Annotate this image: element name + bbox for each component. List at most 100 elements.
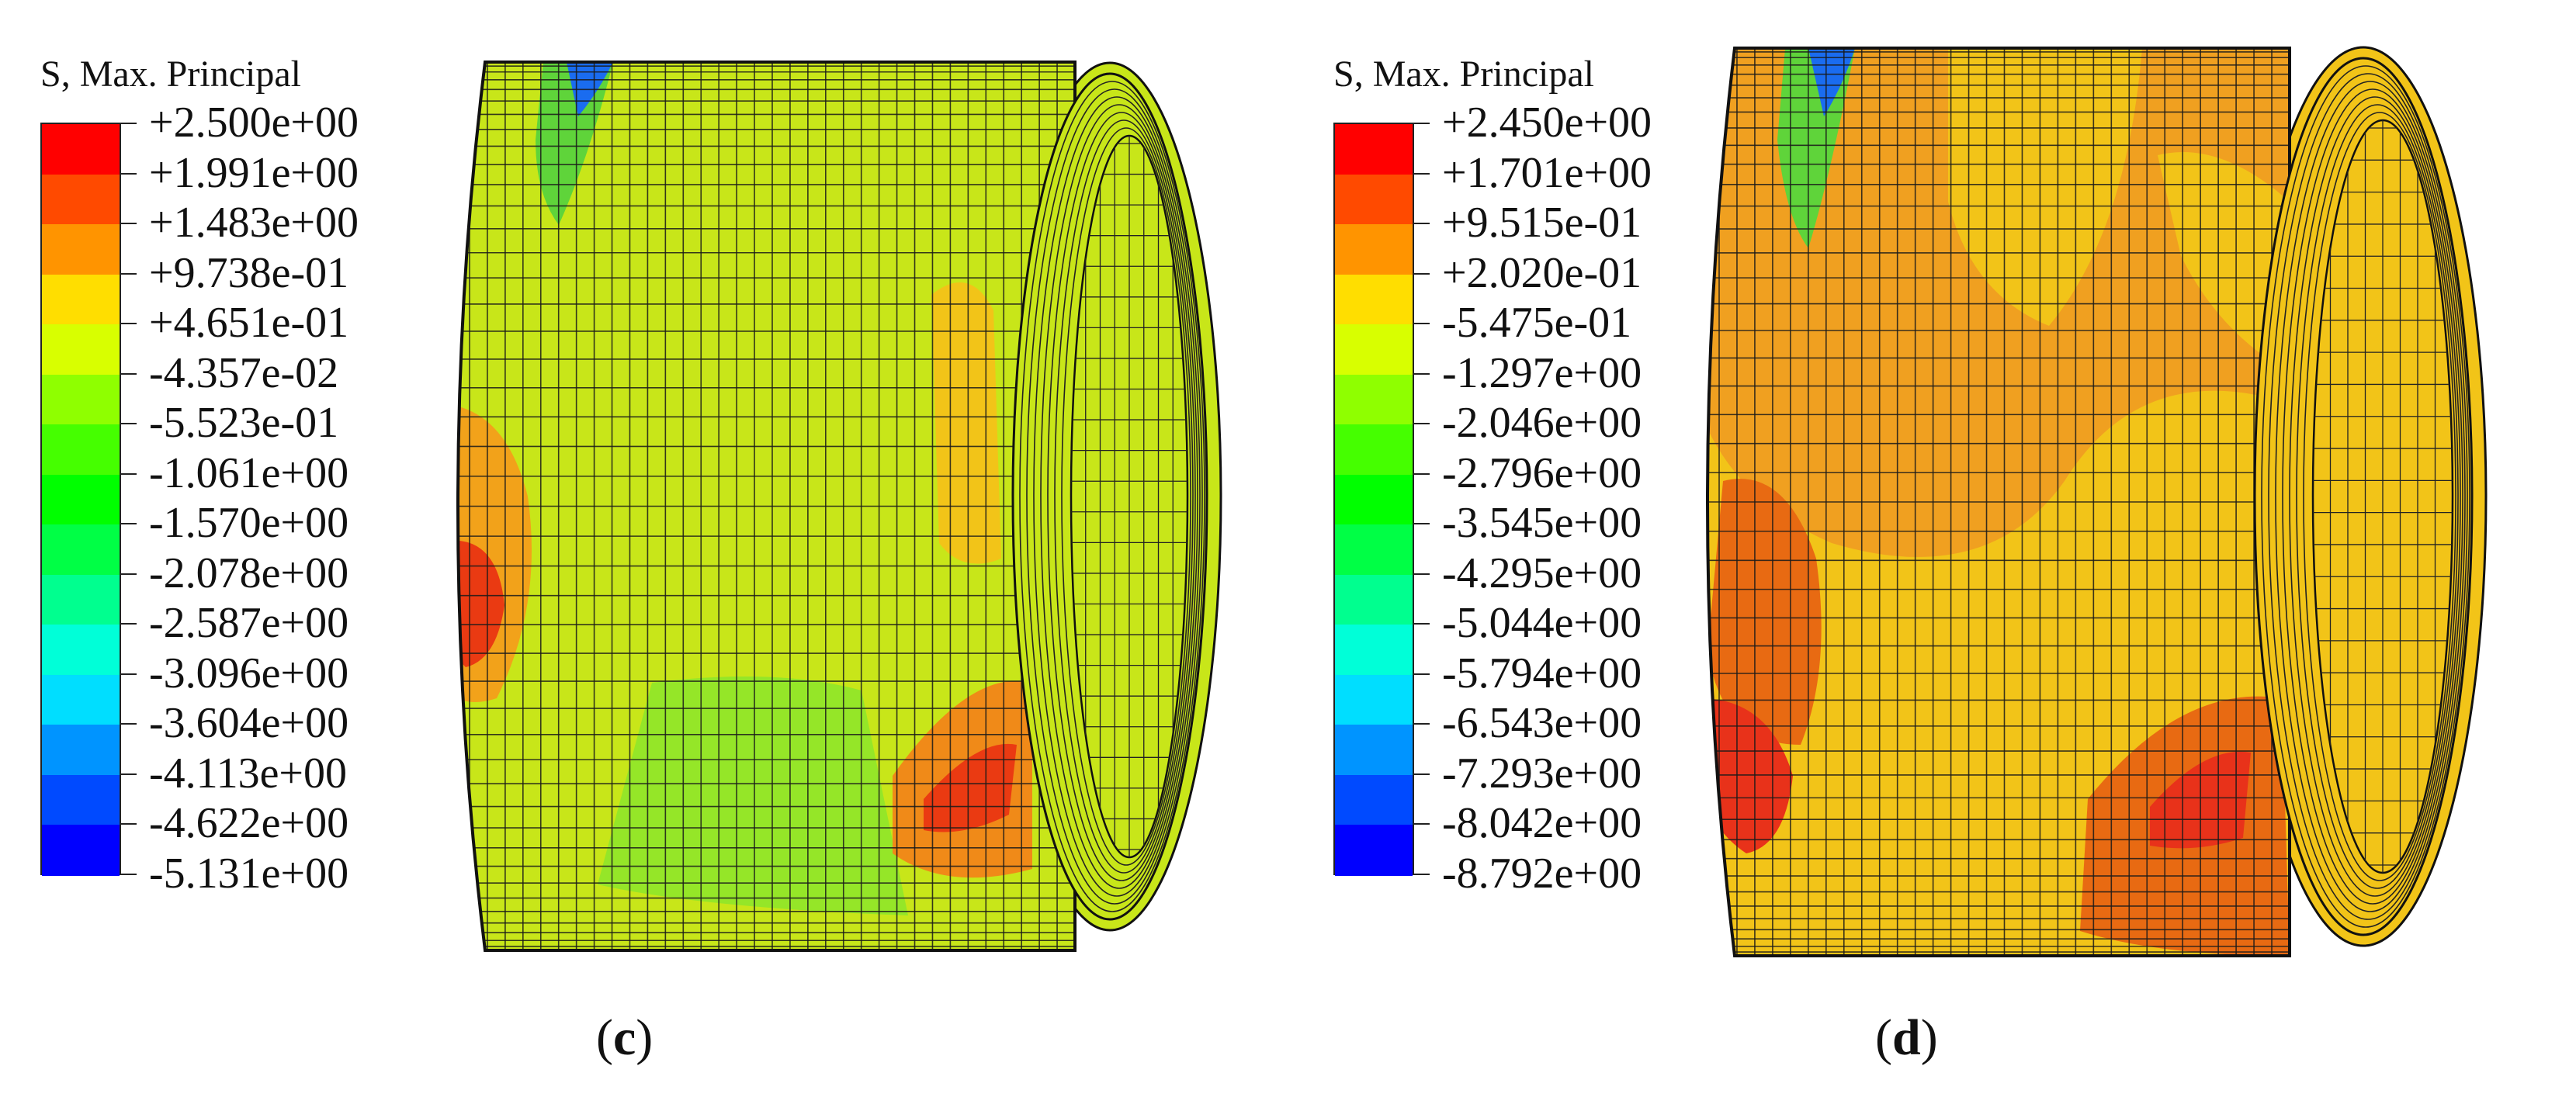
legend-tick	[1413, 123, 1430, 124]
color-swatch	[42, 424, 120, 476]
legend-tick	[120, 172, 137, 175]
color-swatch	[1335, 774, 1413, 825]
legend-tick	[1413, 573, 1430, 575]
legend-tick-label: +2.020e-01	[1442, 248, 1642, 297]
legend-tick	[120, 673, 137, 675]
legend-tick-label: -5.475e-01	[1442, 299, 1632, 347]
color-swatch	[42, 274, 120, 325]
color-swatch	[1335, 725, 1413, 776]
legend-tick	[1413, 272, 1430, 275]
legend-tick	[120, 573, 137, 575]
color-swatch	[1335, 374, 1413, 425]
legend-tick	[120, 823, 137, 825]
panel-c: S, Max. Principal +2.500e+00 +1.991e+00 +1…	[40, 51, 1222, 1066]
legend-tick	[120, 323, 137, 324]
legend-tick	[120, 623, 137, 625]
legend-tick-label: -8.042e+00	[1442, 799, 1642, 847]
legend-tick	[1413, 323, 1430, 324]
panel-label: (c)	[596, 1009, 654, 1066]
legend-tick-label: -2.796e+00	[1442, 448, 1642, 497]
legend-tick	[120, 873, 137, 875]
legend-tick	[120, 123, 137, 124]
legend-tick	[120, 723, 137, 725]
legend-tick	[1413, 873, 1430, 875]
color-swatch	[42, 674, 120, 725]
legend-tick-label: -2.078e+00	[149, 548, 349, 597]
legend-tick	[1413, 372, 1430, 375]
legend-tick-label: +1.991e+00	[149, 148, 359, 197]
panel-label: (d)	[1875, 1009, 1938, 1066]
legend-tick-label: -3.096e+00	[149, 649, 349, 697]
legend-tick-label: +1.483e+00	[149, 199, 359, 247]
legend-tick	[120, 472, 137, 475]
legend-tick-label: +9.738e-01	[149, 248, 349, 297]
stress-legend: S, Max. Principal +2.450e+00 +1.701e+00 +9…	[1333, 51, 1652, 898]
color-swatch	[42, 174, 120, 225]
legend-tick-label: -8.792e+00	[1442, 849, 1642, 898]
panel-d: S, Max. Principal +2.450e+00 +1.701e+00 +9…	[1288, 0, 2576, 1097]
legend-tick-label: -6.543e+00	[1442, 699, 1642, 747]
legend-tick-label: -4.295e+00	[1442, 548, 1642, 597]
color-swatch	[42, 625, 120, 676]
legend-tick-label: -5.523e-01	[149, 399, 339, 447]
color-swatch	[1335, 274, 1413, 325]
color-swatch	[42, 224, 120, 275]
color-swatch	[1335, 825, 1413, 876]
legend-tick-label: +2.500e+00	[149, 99, 359, 147]
color-swatch	[42, 825, 120, 876]
color-swatch	[42, 774, 120, 825]
fe-model-cylinder	[1706, 46, 2488, 957]
legend-tick-label: +2.450e+00	[1442, 99, 1652, 147]
color-swatch	[42, 524, 120, 576]
legend-title: S, Max. Principal	[1333, 54, 1594, 95]
color-swatch	[42, 124, 120, 175]
legend-tick	[1413, 723, 1430, 725]
legend-tick-label: -1.297e+00	[1442, 348, 1642, 397]
color-bar	[1333, 123, 1414, 876]
color-swatch	[42, 574, 120, 625]
legend-tick-label: -2.587e+00	[149, 599, 349, 647]
color-bar	[40, 123, 121, 876]
color-swatch	[1335, 174, 1413, 225]
legend-tick	[1413, 172, 1430, 175]
color-swatch	[1335, 524, 1413, 576]
legend-tick	[1413, 823, 1430, 825]
legend-tick-label: -2.046e+00	[1442, 399, 1642, 447]
legend-tick-label: -4.357e-02	[149, 348, 339, 397]
legend-tick-label: +9.515e-01	[1442, 199, 1642, 247]
legend-tick	[1413, 523, 1430, 524]
color-swatch	[42, 374, 120, 425]
color-swatch	[42, 725, 120, 776]
color-swatch	[1335, 474, 1413, 525]
legend-title: S, Max. Principal	[40, 54, 301, 95]
legend-tick	[120, 423, 137, 424]
legend-tick-label: -1.061e+00	[149, 448, 349, 497]
legend-tick-label: -5.794e+00	[1442, 649, 1642, 697]
legend-tick	[120, 223, 137, 224]
color-swatch	[1335, 574, 1413, 625]
legend-tick	[1413, 773, 1430, 775]
legend-tick-label: -5.044e+00	[1442, 599, 1642, 647]
legend-tick-label: +1.701e+00	[1442, 148, 1652, 197]
stress-legend: S, Max. Principal +2.500e+00 +1.991e+00 +1…	[40, 51, 359, 898]
fe-model-cylinder	[456, 61, 1222, 952]
legend-tick	[120, 523, 137, 524]
color-swatch	[42, 474, 120, 525]
color-swatch	[1335, 124, 1413, 175]
legend-tick-label: -4.113e+00	[149, 749, 348, 798]
color-swatch	[42, 324, 120, 375]
color-swatch	[1335, 625, 1413, 676]
color-swatch	[1335, 224, 1413, 275]
legend-tick	[120, 372, 137, 375]
legend-tick	[1413, 673, 1430, 675]
legend-tick-label: -1.570e+00	[149, 499, 349, 547]
color-swatch	[1335, 324, 1413, 375]
legend-tick	[120, 773, 137, 775]
legend-tick	[1413, 423, 1430, 424]
color-swatch	[1335, 674, 1413, 725]
legend-tick	[1413, 223, 1430, 224]
legend-tick-label: -4.622e+00	[149, 799, 349, 847]
legend-tick-label: -3.604e+00	[149, 699, 349, 747]
legend-tick-label: -3.545e+00	[1442, 499, 1642, 547]
legend-tick	[1413, 623, 1430, 625]
